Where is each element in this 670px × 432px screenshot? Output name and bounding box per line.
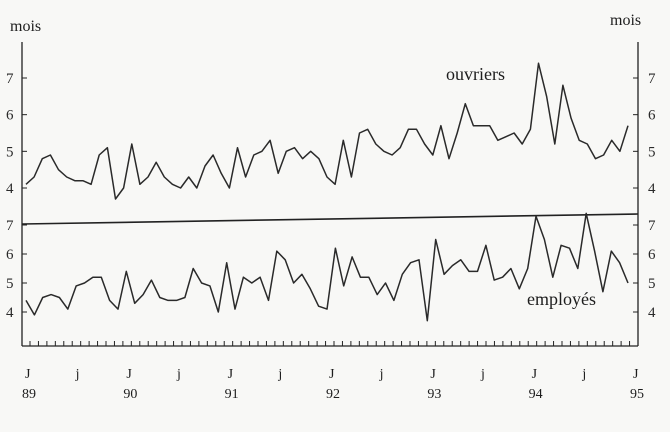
- x-tick-month-label: j: [581, 367, 586, 382]
- series-line-ouvriers: [25, 62, 629, 200]
- series-label-ouvriers: ouvriers: [446, 64, 505, 84]
- series-layer: [25, 62, 629, 322]
- left-unit-label: mois: [10, 18, 41, 35]
- x-tick-month-label: j: [75, 367, 80, 382]
- left-y-tick-label: 5: [6, 144, 14, 160]
- right-y-tick-label: 5: [648, 144, 656, 160]
- left-y-tick-label: 7: [6, 218, 14, 234]
- x-tick-year-label: 90: [123, 387, 137, 402]
- x-tick-month-label: j: [480, 367, 485, 382]
- x-tick-month-label: j: [277, 367, 282, 382]
- y-tick-labels-layer: 4 4 5 5 6 6 7 7 4 4 5 5 6 6 7 7: [6, 71, 656, 321]
- x-tick-labels-layer: J 89 j J 90 j J 91 j J 92 j J 93 j J 94 j J 95: [22, 367, 644, 402]
- left-y-tick-label: 5: [6, 276, 14, 292]
- series-line-employes: [25, 212, 629, 322]
- left-y-tick-label: 4: [6, 305, 14, 321]
- panel-divider-line: [21, 213, 639, 225]
- x-tick-year-label: 91: [225, 387, 239, 402]
- right-unit-label: mois: [610, 12, 641, 29]
- x-tick-month-label: J: [25, 367, 31, 382]
- x-tick-month-label: J: [126, 367, 132, 382]
- right-y-tick-label: 4: [648, 305, 656, 321]
- x-tick-year-label: 94: [529, 387, 543, 402]
- x-tick-year-label: 92: [326, 387, 340, 402]
- right-y-tick-label: 5: [648, 276, 656, 292]
- x-tick-year-label: 95: [630, 387, 644, 402]
- left-y-tick-label: 6: [6, 108, 14, 124]
- left-y-tick-label: 6: [6, 247, 14, 263]
- x-tick-month-label: j: [379, 367, 384, 382]
- x-tick-month-label: J: [329, 367, 335, 382]
- right-y-tick-label: 7: [648, 218, 656, 234]
- x-tick-month-label: J: [228, 367, 234, 382]
- left-y-tick-label: 7: [6, 71, 14, 87]
- x-tick-year-label: 93: [427, 387, 441, 402]
- right-y-tick-label: 7: [648, 71, 656, 87]
- right-y-tick-label: 6: [648, 108, 656, 124]
- left-y-tick-label: 4: [6, 181, 14, 197]
- tick-marks-layer: [22, 77, 639, 346]
- x-tick-year-label: 89: [22, 387, 36, 402]
- series-label-employes: employés: [527, 289, 596, 309]
- right-y-tick-label: 6: [648, 247, 656, 263]
- x-tick-month-label: j: [176, 367, 181, 382]
- right-y-tick-label: 4: [648, 181, 656, 197]
- x-tick-month-label: J: [633, 367, 639, 382]
- x-tick-month-label: J: [430, 367, 436, 382]
- x-tick-month-label: J: [532, 367, 538, 382]
